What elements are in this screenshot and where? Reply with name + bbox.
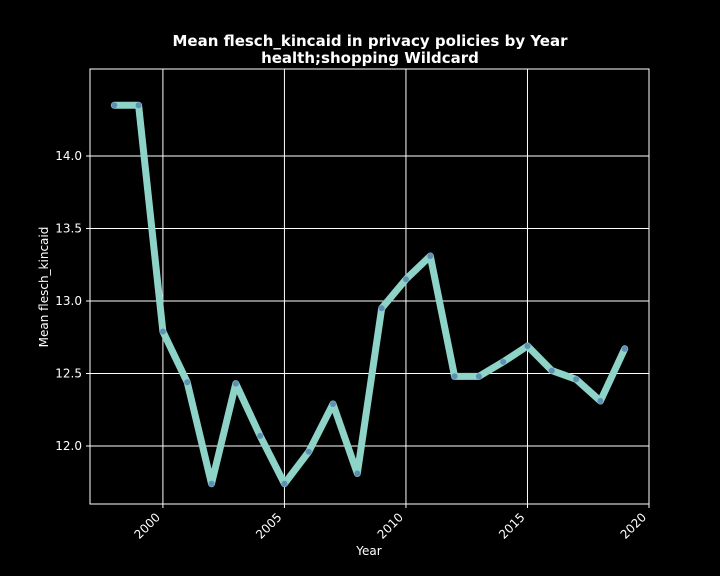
data-point <box>500 358 507 365</box>
data-point <box>208 480 215 487</box>
series-line <box>110 101 629 488</box>
data-point <box>184 379 191 386</box>
data-point <box>135 102 142 109</box>
y-tick-label: 12.5 <box>55 367 82 381</box>
data-point <box>305 448 312 455</box>
y-axis-label: Mean flesch_kincaid <box>37 227 51 348</box>
data-point <box>330 400 337 407</box>
x-axis-label: Year <box>355 544 381 558</box>
data-series <box>110 101 629 488</box>
y-tick-label: 14.0 <box>55 149 82 163</box>
data-point <box>232 380 239 387</box>
data-point <box>524 342 531 349</box>
data-point <box>111 102 118 109</box>
data-point <box>597 398 604 405</box>
data-point <box>159 328 166 335</box>
data-point <box>378 305 385 312</box>
data-point <box>621 345 628 352</box>
data-point <box>281 480 288 487</box>
chart-subtitle: health;shopping Wildcard <box>261 49 479 67</box>
data-point <box>402 276 409 283</box>
data-point <box>427 253 434 260</box>
data-point <box>475 373 482 380</box>
plot-frame <box>89 68 650 505</box>
data-point <box>548 367 555 374</box>
data-point <box>257 432 264 439</box>
data-point <box>451 373 458 380</box>
y-tick-label: 12.0 <box>55 439 82 453</box>
y-tick-label: 13.5 <box>55 222 82 236</box>
data-point <box>354 470 361 477</box>
data-point <box>573 376 580 383</box>
chart-title: Mean flesch_kincaid in privacy policies … <box>172 32 568 50</box>
y-tick-label: 13.0 <box>55 294 82 308</box>
